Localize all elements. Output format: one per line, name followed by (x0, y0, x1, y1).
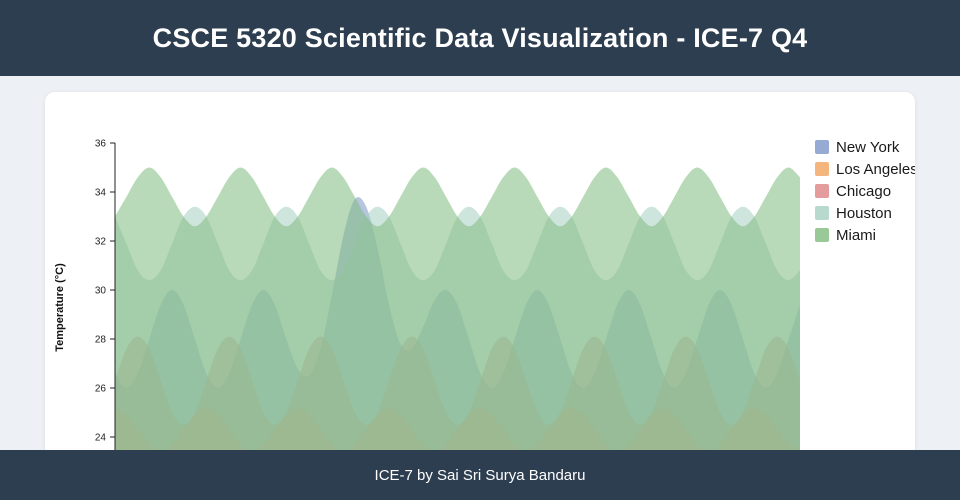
legend-item-los-angeles: Los Angeles (815, 158, 915, 180)
y-tick-label: 26 (95, 384, 107, 395)
legend-swatch-houston (815, 206, 829, 220)
y-axis-label: Temperature (°C) (54, 263, 66, 352)
series-area-miami (115, 167, 800, 472)
page-title: CSCE 5320 Scientific Data Visualization … (152, 22, 808, 53)
app-header: CSCE 5320 Scientific Data Visualization … (0, 0, 960, 76)
legend-label-houston: Houston (836, 204, 892, 222)
legend-label-chicago: Chicago (836, 182, 892, 200)
legend-swatch-new-york (815, 140, 829, 154)
y-tick-label: 32 (95, 237, 107, 248)
legend-label-los-angeles: Los Angeles (836, 160, 915, 178)
chart-card: 36 34 32 30 28 26 24 Temperature (°C) New York L… (45, 92, 915, 472)
app-footer: ICE-7 by Sai Sri Surya Bandaru (0, 450, 960, 500)
legend-swatch-chicago (815, 184, 829, 198)
y-tick-label: 30 (95, 286, 107, 297)
y-tick-label: 34 (95, 188, 107, 199)
legend-item-miami: Miami (815, 224, 915, 246)
legend-swatch-miami (815, 228, 829, 242)
legend-item-new-york: New York (815, 136, 915, 158)
y-tick-label: 28 (95, 335, 107, 346)
legend-label-new-york: New York (836, 138, 900, 156)
temperature-chart: 36 34 32 30 28 26 24 Temperature (°C) (54, 139, 800, 472)
legend-label-miami: Miami (836, 226, 876, 244)
legend-item-chicago: Chicago (815, 180, 915, 202)
footer-text: ICE-7 by Sai Sri Surya Bandaru (374, 466, 586, 484)
legend-item-houston: Houston (815, 202, 915, 224)
y-tick-label: 36 (95, 139, 107, 150)
legend-swatch-los-angeles (815, 162, 829, 176)
y-tick-label: 24 (95, 433, 107, 444)
chart-legend: New York Los Angeles Chicago Houston Miami (815, 136, 915, 246)
